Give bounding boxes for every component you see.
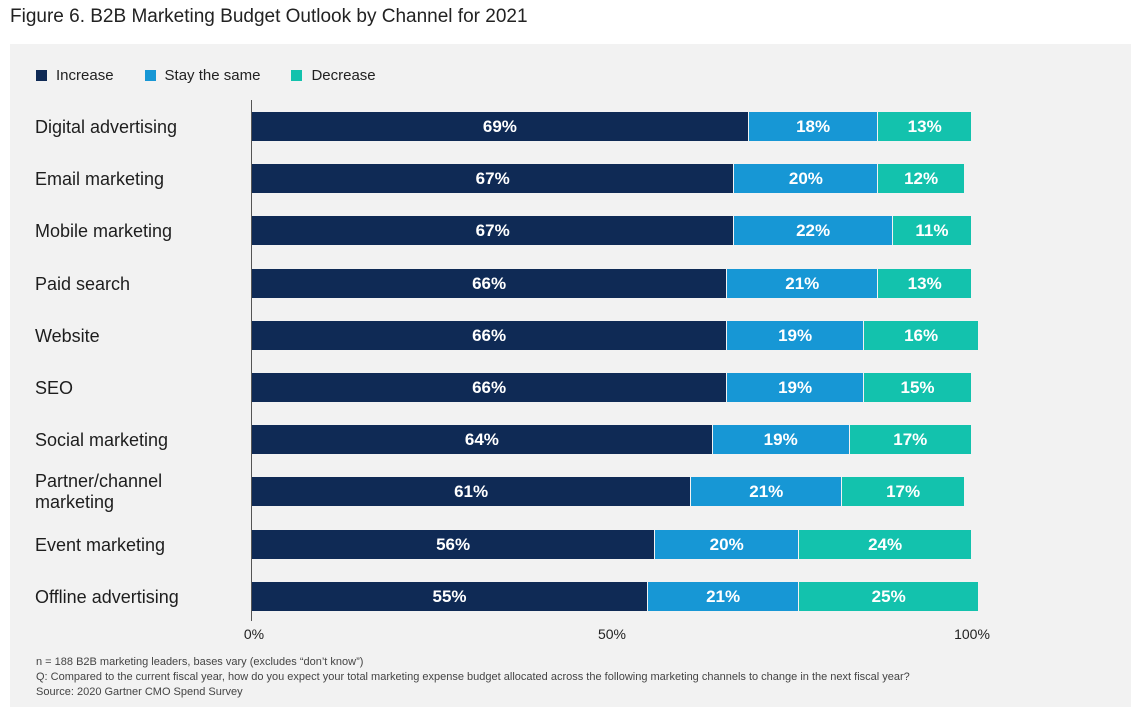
- data-label-offline-advertising-stay-the-same: 21%: [706, 586, 741, 606]
- bar-mobile-marketing-stay-the-same: 22%: [734, 216, 893, 245]
- data-label-website-decrease: 16%: [904, 325, 939, 345]
- data-label-email-marketing-stay-the-same: 20%: [788, 168, 823, 188]
- bar-website-decrease: 16%: [864, 321, 980, 350]
- bar-social-marketing-decrease: 17%: [849, 425, 972, 454]
- bar-social-marketing-increase: 64%: [252, 425, 713, 454]
- x-tick-0: 0%: [243, 626, 265, 642]
- legend-swatch-increase: [36, 70, 47, 81]
- legend-label-decrease: Decrease: [311, 67, 376, 84]
- legend-item-stay-the-same: Stay the same: [144, 67, 261, 84]
- bar-digital-advertising-increase: 69%: [252, 112, 749, 141]
- bar-offline-advertising-increase: 55%: [252, 582, 648, 611]
- bar-event-marketing-stay-the-same: 20%: [655, 530, 800, 559]
- bar-website-stay-the-same: 19%: [727, 321, 864, 350]
- data-label-offline-advertising-decrease: 25%: [871, 586, 906, 606]
- category-label-seo: SEO: [35, 377, 74, 398]
- chart-notes: n = 188 B2B marketing leaders, bases var…: [36, 655, 910, 700]
- bar-digital-advertising-decrease: 13%: [878, 112, 972, 141]
- bar-paid-search-increase: 66%: [252, 269, 728, 298]
- figure-title: Figure 6. B2B Marketing Budget Outlook b…: [10, 6, 528, 27]
- bar-seo-decrease: 15%: [864, 373, 972, 402]
- category-label-social-marketing: Social marketing: [35, 429, 169, 450]
- data-label-paid-search-increase: 66%: [472, 273, 507, 293]
- x-tick-50: 50%: [597, 626, 627, 642]
- legend-swatch-decrease: [291, 70, 303, 81]
- bar-email-marketing-increase: 67%: [252, 164, 735, 193]
- data-label-email-marketing-increase: 67%: [475, 168, 510, 188]
- category-label-mobile-marketing: Mobile marketing: [35, 220, 173, 241]
- data-label-paid-search-stay-the-same: 21%: [785, 273, 820, 293]
- data-label-social-marketing-increase: 64%: [464, 429, 499, 449]
- bar-website-increase: 66%: [252, 321, 728, 350]
- data-label-event-marketing-increase: 56%: [436, 534, 471, 554]
- bar-partner-channel-marketing-stay-the-same: 21%: [691, 477, 843, 506]
- category-label-event-marketing: Event marketing: [35, 534, 166, 555]
- bar-partner-channel-marketing-decrease: 17%: [842, 477, 965, 506]
- bar-event-marketing-increase: 56%: [252, 530, 656, 559]
- data-label-website-stay-the-same: 19%: [778, 325, 813, 345]
- bar-mobile-marketing-decrease: 11%: [892, 216, 972, 245]
- data-label-digital-advertising-increase: 69%: [482, 116, 517, 136]
- legend-label-increase: Increase: [56, 67, 114, 84]
- y-axis-line: [251, 100, 252, 621]
- bar-social-marketing-stay-the-same: 19%: [712, 425, 850, 454]
- data-label-digital-advertising-decrease: 13%: [907, 116, 942, 136]
- bar-offline-advertising-stay-the-same: 21%: [648, 582, 800, 611]
- note-source: Source: 2020 Gartner CMO Spend Survey: [36, 686, 243, 698]
- bar-email-marketing-stay-the-same: 20%: [734, 164, 879, 193]
- category-label-offline-advertising: Offline advertising: [35, 586, 179, 607]
- bar-email-marketing-decrease: 12%: [878, 164, 965, 193]
- data-label-mobile-marketing-increase: 67%: [475, 220, 510, 240]
- data-label-offline-advertising-increase: 55%: [432, 586, 467, 606]
- data-label-email-marketing-decrease: 12%: [904, 168, 939, 188]
- category-label-website: Website: [35, 325, 100, 346]
- bar-partner-channel-marketing-increase: 61%: [252, 477, 692, 506]
- legend-swatch-stay-the-same: [144, 70, 156, 81]
- data-label-seo-decrease: 15%: [900, 377, 935, 397]
- data-label-mobile-marketing-stay-the-same: 22%: [796, 220, 831, 240]
- data-label-social-marketing-stay-the-same: 19%: [763, 429, 798, 449]
- data-label-mobile-marketing-decrease: 11%: [915, 220, 949, 240]
- data-label-website-increase: 66%: [472, 325, 507, 345]
- bar-seo-increase: 66%: [252, 373, 728, 402]
- data-label-seo-stay-the-same: 19%: [778, 377, 813, 397]
- data-label-digital-advertising-stay-the-same: 18%: [796, 116, 831, 136]
- bar-paid-search-decrease: 13%: [878, 269, 972, 298]
- data-label-event-marketing-stay-the-same: 20%: [709, 534, 744, 554]
- legend-item-decrease: Decrease: [291, 67, 376, 84]
- category-label-partner-channel-marketing: Partner/channel marketing: [35, 471, 163, 512]
- legend: Increase Stay the same Decrease: [36, 67, 407, 84]
- bar-digital-advertising-stay-the-same: 18%: [748, 112, 879, 141]
- x-tick-100: 100%: [954, 626, 990, 642]
- legend-label-stay-the-same: Stay the same: [164, 67, 261, 84]
- data-label-event-marketing-decrease: 24%: [868, 534, 903, 554]
- data-label-partner-channel-marketing-increase: 61%: [454, 481, 489, 501]
- data-label-partner-channel-marketing-stay-the-same: 21%: [749, 481, 784, 501]
- data-label-social-marketing-decrease: 17%: [893, 429, 928, 449]
- category-label-paid-search: Paid search: [35, 273, 131, 294]
- bar-paid-search-stay-the-same: 21%: [727, 269, 879, 298]
- bar-seo-stay-the-same: 19%: [727, 373, 864, 402]
- data-label-partner-channel-marketing-decrease: 17%: [886, 481, 921, 501]
- data-label-paid-search-decrease: 13%: [907, 273, 942, 293]
- legend-item-increase: Increase: [36, 67, 114, 84]
- bar-event-marketing-decrease: 24%: [799, 530, 972, 559]
- note-sample-size: n = 188 B2B marketing leaders, bases var…: [36, 656, 364, 668]
- note-question: Q: Compared to the current fiscal year, …: [36, 671, 910, 683]
- bar-mobile-marketing-increase: 67%: [252, 216, 735, 245]
- category-label-digital-advertising: Digital advertising: [35, 116, 178, 137]
- bar-offline-advertising-decrease: 25%: [799, 582, 980, 611]
- data-label-seo-increase: 66%: [472, 377, 507, 397]
- category-label-email-marketing: Email marketing: [35, 168, 165, 189]
